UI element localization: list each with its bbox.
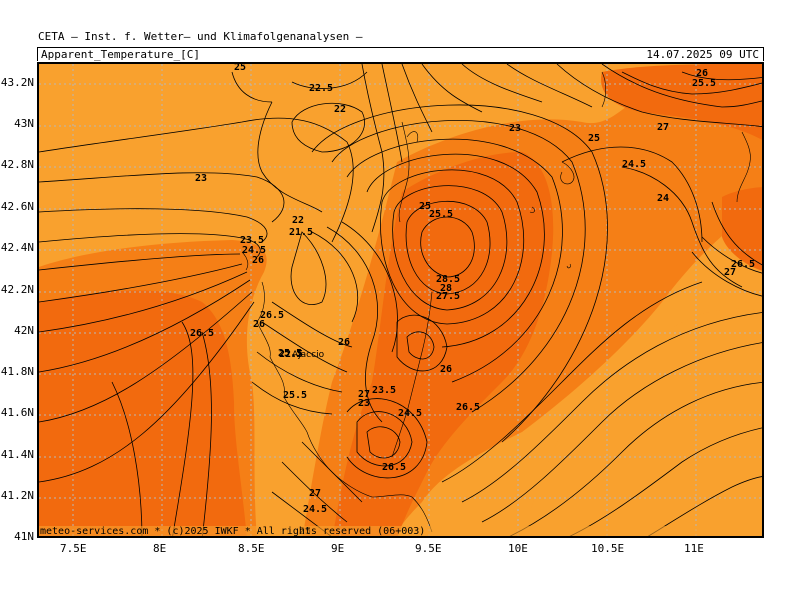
- contour-label: 22.5: [279, 349, 303, 360]
- contour-label: 22: [292, 215, 304, 226]
- contour-label: 23: [195, 173, 207, 184]
- lat-label: 41.2N: [0, 489, 34, 502]
- contour-label: 23.5: [372, 385, 396, 396]
- lon-label: 7.5E: [60, 542, 87, 555]
- lat-label: 41.8N: [0, 365, 34, 378]
- contour-label: 26.5: [731, 259, 755, 270]
- contour-label: 27: [724, 267, 736, 278]
- title-bar: Apparent_Temperature_[C] 14.07.2025 09 U…: [37, 47, 764, 61]
- contour-label: 25.5: [429, 209, 453, 220]
- lat-label: 41.4N: [0, 448, 34, 461]
- contour-label: 24.5: [242, 245, 266, 256]
- contour-label: 28: [440, 283, 452, 294]
- contour-label: 21.5: [289, 227, 313, 238]
- contour-label: 26.5: [456, 402, 480, 413]
- lon-label: 11E: [684, 542, 704, 555]
- lon-label: 8E: [153, 542, 167, 555]
- contour-lines: [39, 64, 762, 536]
- credit-strip: [39, 526, 762, 536]
- contour-label: 26.5: [190, 328, 214, 339]
- lat-label: 42.4N: [0, 241, 34, 254]
- contour-label: 26: [338, 337, 350, 348]
- lon-label: 8.5E: [238, 542, 265, 555]
- lat-label: 41.6N: [0, 406, 34, 419]
- valid-time: 14.07.2025 09 UTC: [646, 48, 759, 61]
- contour-label: 25: [588, 133, 600, 144]
- lon-label: 10E: [508, 542, 528, 555]
- lat-label: 43.2N: [0, 76, 34, 89]
- field-dark-east: [332, 152, 554, 536]
- lat-label: 42.6N: [0, 200, 34, 213]
- contour-label: 24.5: [398, 408, 422, 419]
- contour-label: 25.5: [283, 390, 307, 401]
- field-light-southeast: [523, 308, 762, 536]
- grid: [39, 64, 762, 536]
- contour-label: 25: [419, 201, 431, 212]
- contour-label: 23.5: [240, 235, 264, 246]
- contour-label: 26.5: [382, 462, 406, 473]
- contour-label: 23: [509, 123, 521, 134]
- contour-label: 22.5: [309, 83, 333, 94]
- map-canvas: 25 22.5 22 23 23 25 27 26 25.5 24.5 24 2…: [39, 64, 762, 536]
- contour-label: 27.5: [436, 291, 460, 302]
- field-dark-northeast: [601, 64, 762, 140]
- contour-label: 25.5: [692, 78, 716, 89]
- contour-label: 24: [657, 193, 669, 204]
- lat-label: 42N: [14, 324, 34, 337]
- contour-label: 26: [696, 68, 708, 79]
- lat-label: 42.8N: [0, 158, 34, 171]
- contour-label: 27: [358, 389, 370, 400]
- field-dark-east-edge: [722, 187, 762, 271]
- contour-label: 23: [358, 398, 370, 409]
- lon-label: 9.5E: [415, 542, 442, 555]
- contour-label: 26: [440, 364, 452, 375]
- credit-text: meteo-services.com * (c)2025 IWKF * All …: [40, 526, 426, 537]
- lat-label: 42.2N: [0, 283, 34, 296]
- contour-label: 26.5: [260, 310, 284, 321]
- contour-label: 28.5: [436, 274, 460, 285]
- contour-label: 25: [234, 64, 246, 73]
- contour-label: 26: [253, 319, 265, 330]
- contour-label: 27: [657, 122, 669, 133]
- contour-label: 22: [334, 104, 346, 115]
- contour-label: 26: [252, 255, 264, 266]
- contour-label: 25.5: [278, 348, 302, 359]
- contour-label: 24.5: [303, 504, 327, 515]
- contour-label: 27: [309, 488, 321, 499]
- parameter-title: Apparent_Temperature_[C]: [41, 48, 200, 61]
- place-label-ajaccio: Ajaccio: [292, 350, 325, 360]
- lat-label: 41N: [14, 530, 34, 543]
- lon-label: 10.5E: [591, 542, 625, 555]
- lon-label: 9E: [331, 542, 345, 555]
- map-plot: 25 22.5 22 23 23 25 27 26 25.5 24.5 24 2…: [37, 62, 764, 538]
- field-dark-west: [39, 290, 247, 536]
- lat-label: 43N: [14, 117, 34, 130]
- institute-header: CETA — Inst. f. Wetter— und Klimafolgena…: [38, 30, 363, 43]
- coastlines: [241, 71, 751, 533]
- contour-label-group: 25 22.5 22 23 23 25 27 26 25.5 24.5 24 2…: [190, 64, 755, 536]
- contour-label: 24.5: [622, 159, 646, 170]
